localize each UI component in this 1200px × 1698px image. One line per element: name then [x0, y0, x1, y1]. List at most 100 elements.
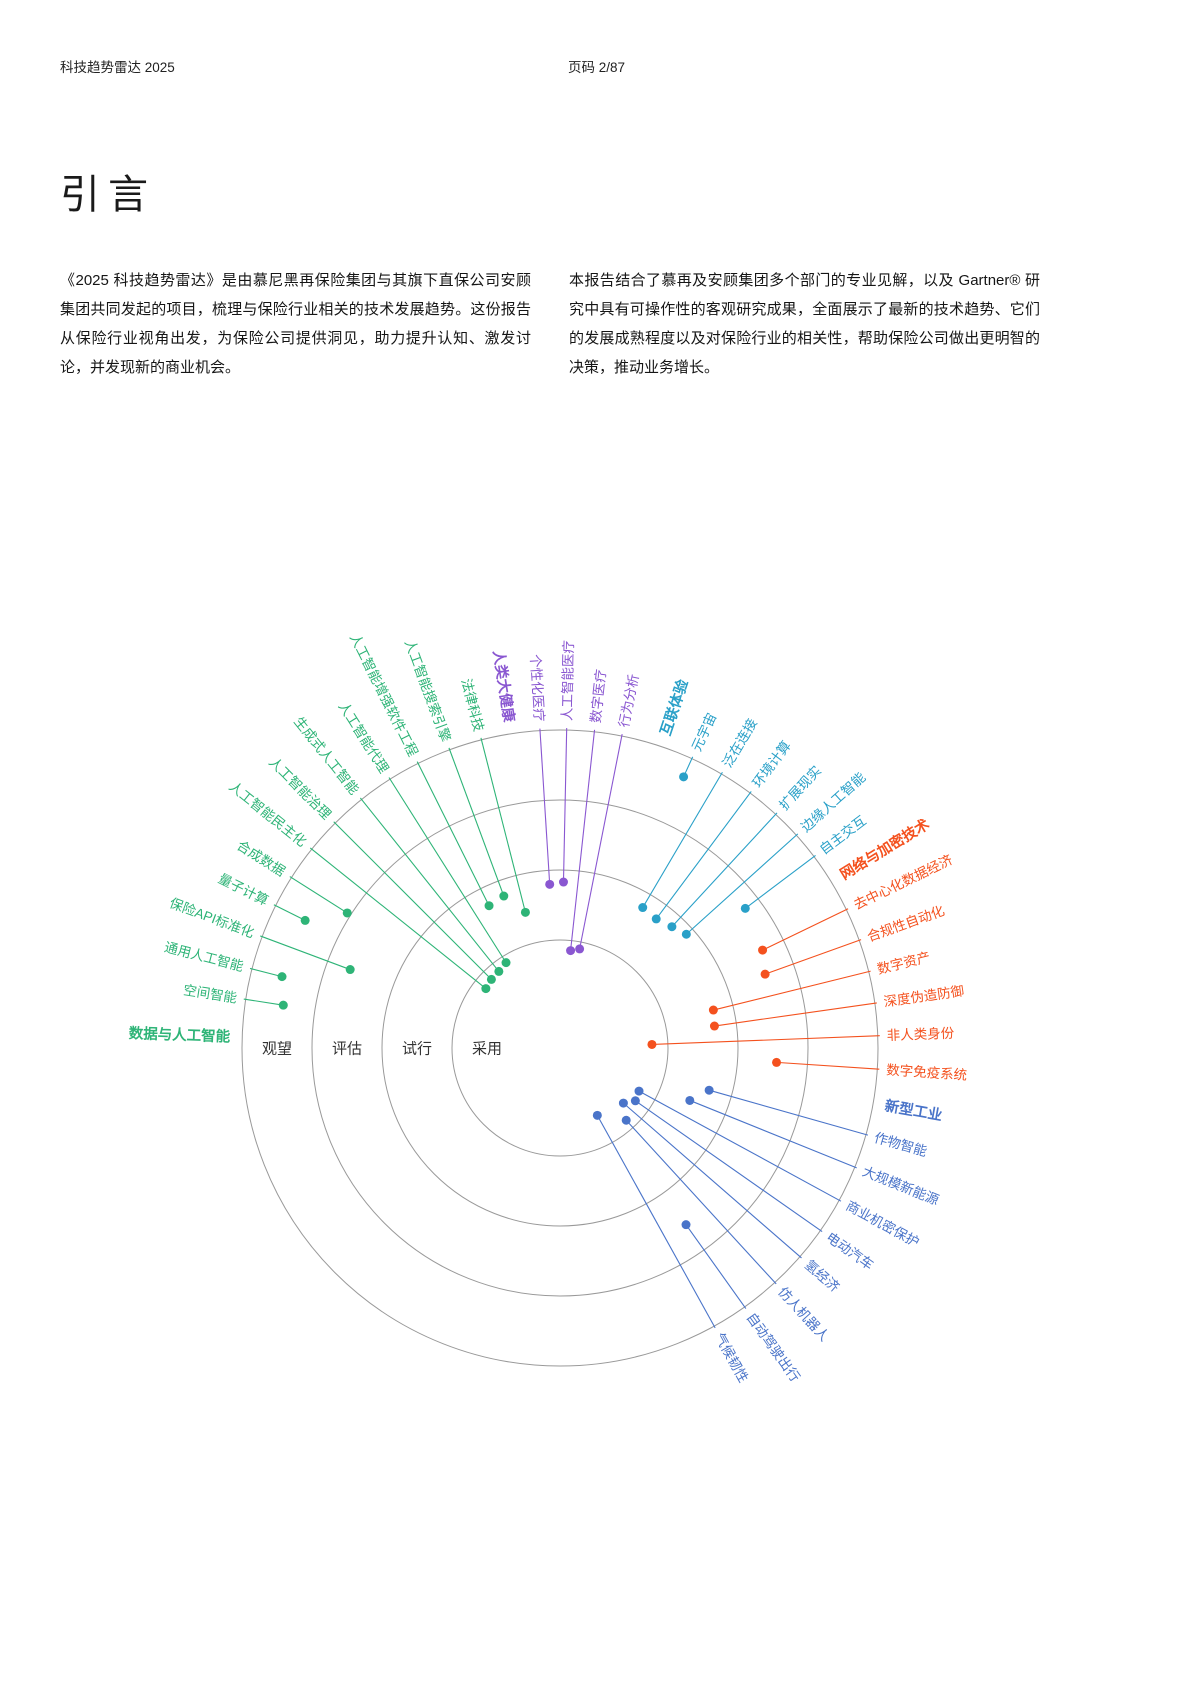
- radar-item-dot: [520, 907, 530, 917]
- radar-item-label: 行为分析: [616, 673, 641, 729]
- radar-item-label: 商业机密保护: [843, 1197, 922, 1250]
- radar-item-line: [685, 833, 799, 935]
- radar-item-dot: [638, 903, 648, 913]
- tech-trend-radar-chart: 观望 评估 试行 采用空间智能通用人工智能保险API标准化量子计算合成数据人工智能民主…: [128, 631, 968, 1385]
- radar-category-label: 数据与人工智能: [128, 1024, 231, 1046]
- radar-item-label: 作物智能: [873, 1130, 929, 1159]
- radar-ring-circle: [451, 939, 669, 1157]
- radar-item-line: [642, 771, 723, 908]
- radar-item-line: [333, 821, 492, 980]
- radar-item-dot: [501, 958, 511, 968]
- radar-item-dot: [277, 972, 287, 982]
- radar-item-dot: [760, 969, 770, 979]
- radar-item-dot: [558, 877, 568, 887]
- radar-item-label: 空间智能: [182, 983, 238, 1006]
- radar-item-label: 数字免疫系统: [886, 1062, 968, 1082]
- radar-ring-circle: [241, 729, 879, 1367]
- radar-item-line: [764, 939, 862, 975]
- radar-item-label: 合成数据: [234, 838, 288, 880]
- radar-item-line: [685, 1224, 747, 1309]
- radar-item-dot: [709, 1021, 719, 1031]
- radar-item-line: [623, 1102, 802, 1259]
- radar-item-dot: [685, 1095, 695, 1105]
- radar-item-line: [570, 729, 596, 951]
- radar-item-line: [579, 733, 623, 950]
- radar-item-line: [671, 812, 778, 928]
- radar-item-dot: [278, 1000, 288, 1010]
- radar-item-line: [651, 1035, 880, 1046]
- radar-item-line: [448, 747, 505, 897]
- radar-item-line: [762, 908, 849, 951]
- radar-ring-circle: [381, 869, 739, 1227]
- radar-item-line: [480, 737, 526, 913]
- intro-paragraph-left: 《2025 科技趋势雷达》是由慕尼黑再保险集团与其旗下直保公司安顾集团共同发起的…: [60, 272, 531, 376]
- radar-ring-label: 评估: [332, 1040, 362, 1057]
- radar-item-label: 非人类身份: [886, 1026, 955, 1044]
- intro-paragraph-right: 本报告结合了慕再及安顾集团多个部门的专业见解，以及 Gartner® 研究中具有…: [569, 272, 1040, 376]
- radar-ring-label: 采用: [472, 1040, 502, 1057]
- page-title: 引言: [60, 173, 156, 217]
- radar-item-label: 元宇宙: [689, 711, 719, 754]
- radar-item-label: 大规模新能源: [860, 1164, 941, 1208]
- header-page-number: 页码 2/87: [568, 60, 626, 75]
- radar-item-line: [638, 1090, 842, 1202]
- radar-item-line: [635, 1100, 823, 1232]
- radar-item-line: [359, 797, 500, 972]
- radar-item-line: [289, 876, 348, 914]
- radar-item-dot: [499, 891, 509, 901]
- radar-item-dot: [494, 966, 504, 976]
- radar-item-line: [260, 935, 351, 971]
- radar-item-dot: [679, 772, 689, 782]
- radar-item-label: 数字医疗: [588, 668, 609, 723]
- radar-item-label: 深度伪造防御: [883, 983, 965, 1009]
- radar-item-line: [689, 1099, 857, 1169]
- radar-item-line: [714, 1002, 877, 1027]
- radar-item-label: 个性化医疗: [528, 654, 547, 722]
- radar-item-label: 扩展现实: [776, 763, 824, 813]
- radar-item-label: 量子计算: [216, 871, 271, 909]
- radar-item-dot: [342, 908, 352, 918]
- radar-item-label: 泛在连接: [719, 716, 760, 771]
- radar-item-line: [539, 728, 551, 885]
- radar-item-dot: [651, 914, 661, 924]
- radar-item-line: [625, 1119, 777, 1285]
- radar-ring-circle: [311, 799, 809, 1297]
- page-header: 科技趋势雷达 2025 页码 2/87: [60, 56, 1140, 76]
- radar-item-line: [655, 791, 752, 920]
- radar-item-dot: [575, 944, 585, 954]
- radar-item-dot: [481, 984, 491, 994]
- intro-section: 《2025 科技趋势雷达》是由慕尼黑再保险集团与其旗下直保公司安顾集团共同发起的…: [60, 266, 1040, 382]
- radar-item-line: [273, 904, 306, 921]
- radar-category-label: 互联体验: [656, 677, 692, 738]
- radar-item-label: 保险API标准化: [167, 895, 256, 940]
- radar-item-dot: [484, 901, 494, 911]
- radar-ring-label: 观望: [262, 1040, 292, 1057]
- radar-item-line: [562, 728, 568, 883]
- radar-item-dot: [667, 922, 677, 932]
- header-doc-title: 科技趋势雷达 2025: [60, 60, 175, 75]
- radar-item-dot: [772, 1057, 782, 1067]
- radar-item-dot: [630, 1096, 640, 1106]
- radar-item-label: 氢经济: [802, 1257, 843, 1295]
- radar-item-dot: [300, 915, 310, 925]
- radar-item-dot: [704, 1085, 714, 1095]
- radar-item-dot: [621, 1115, 631, 1125]
- radar-item-dot: [566, 946, 576, 956]
- radar-category-label: 人类大健康: [489, 649, 518, 724]
- radar-item-dot: [592, 1110, 602, 1120]
- radar-item-line: [776, 1061, 880, 1070]
- radar-item-dot: [681, 1220, 691, 1230]
- radar-item-label: 电动汽车: [823, 1229, 876, 1273]
- radar-item-label: 人工智能医疗: [560, 640, 577, 721]
- radar-item-dot: [618, 1098, 628, 1108]
- radar-item-dot: [708, 1005, 718, 1015]
- radar-item-label: 数字资产: [876, 949, 932, 977]
- radar-item-label: 气候韧性: [712, 1330, 751, 1385]
- radar-item-label: 法律科技: [458, 677, 486, 734]
- radar-item-dot: [740, 903, 750, 913]
- radar-item-dot: [486, 974, 496, 984]
- radar-item-line: [243, 998, 284, 1006]
- radar-item-label: 环境计算: [750, 738, 794, 790]
- radar-category-label: 新型工业: [883, 1097, 943, 1125]
